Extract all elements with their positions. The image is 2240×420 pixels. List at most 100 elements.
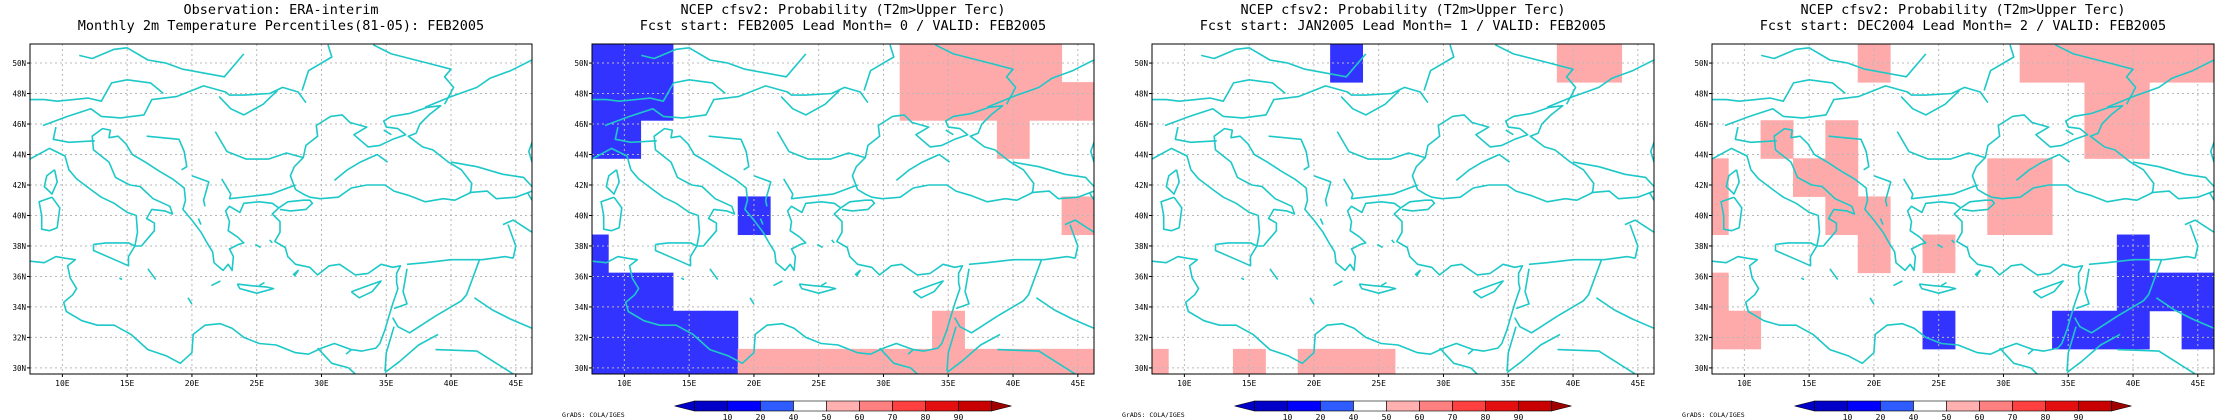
coastline <box>1165 169 1180 195</box>
map-panel-3: NCEP cfsv2: Probability (T2m>Upper Terc)… <box>1122 2 1655 420</box>
coastline <box>191 175 210 207</box>
colorbar-segment <box>1814 400 1848 412</box>
colorbar-label: 80 <box>2041 413 2051 420</box>
colorbar-segment <box>1353 400 1387 412</box>
lat-tick-label: 32N <box>1694 333 1708 342</box>
coastline <box>945 129 954 136</box>
coastline <box>214 131 304 160</box>
coastline <box>1724 85 1989 127</box>
coastline <box>119 277 123 281</box>
probability-cell <box>592 310 609 350</box>
lat-tick-label: 32N <box>1134 333 1148 342</box>
panel-subtitle: Fcst start: FEB2005 Lead Month= 0 / VALI… <box>640 18 1046 34</box>
probability-cell <box>1152 348 1169 374</box>
colorbar-segment <box>1847 400 1881 412</box>
lat-tick-label: 48N <box>12 90 26 99</box>
colorbar-end-right <box>1551 400 1572 412</box>
coastline <box>2066 333 2121 374</box>
coastline <box>30 79 164 102</box>
coastline <box>1214 242 1258 267</box>
lat-tick-label: 50N <box>1134 59 1148 68</box>
colorbar-label: 70 <box>888 413 898 420</box>
coastline <box>2054 44 2137 105</box>
coastline <box>934 44 1017 105</box>
lat-tick-label: 34N <box>12 303 26 312</box>
coastline <box>1983 44 2015 91</box>
coastline <box>954 315 998 334</box>
colorbar-label: 50 <box>1942 413 1952 420</box>
colorbar-label: 10 <box>1843 413 1853 420</box>
coastline <box>749 297 755 305</box>
coastline <box>384 326 395 372</box>
coastline <box>1160 196 1183 232</box>
colorbar-label: 90 <box>2074 413 2084 420</box>
lat-tick-label: 34N <box>1134 303 1148 312</box>
coastline <box>1358 283 1397 295</box>
colorbar-segment <box>1452 400 1486 412</box>
coastline <box>955 268 970 310</box>
lon-tick-label: 25E <box>811 379 826 388</box>
coastline <box>681 277 685 281</box>
colorbar-segment <box>1287 400 1321 412</box>
coastline <box>2132 161 2214 188</box>
coastline <box>1309 297 1315 305</box>
lon-tick-label: 35E <box>941 379 956 388</box>
lat-tick-label: 36N <box>574 272 588 281</box>
coastline <box>1528 255 1636 266</box>
colorbar-label: 80 <box>1481 413 1491 420</box>
coastline <box>2066 326 2077 372</box>
coastline <box>1720 196 1743 232</box>
probability-cell <box>1712 196 1729 236</box>
coastline <box>1411 104 1595 203</box>
colorbar-label: 40 <box>1909 413 1919 420</box>
coastline <box>350 280 382 299</box>
coastline <box>424 59 532 109</box>
coastline <box>1940 281 1947 287</box>
panel-subtitle: Fcst start: DEC2004 Lead Month= 2 / VALI… <box>1760 18 2166 34</box>
probability-cell <box>705 310 739 350</box>
coastline <box>1174 126 1217 144</box>
coastline <box>1494 44 1577 105</box>
coastline <box>392 315 436 334</box>
coastline <box>221 178 296 200</box>
coastline <box>946 326 957 372</box>
colorbar-label: 40 <box>789 413 799 420</box>
lon-tick-label: 20E <box>747 379 762 388</box>
colorbar-label: 20 <box>756 413 766 420</box>
lon-tick-label: 40E <box>2126 379 2141 388</box>
coastline <box>2106 59 2214 109</box>
coastline <box>187 297 193 305</box>
coastline <box>1313 175 1332 207</box>
lon-tick-label: 25E <box>1931 379 1946 388</box>
coastline <box>384 333 439 374</box>
probability-cell <box>592 348 609 374</box>
coastline <box>30 127 402 365</box>
coastline <box>1505 129 1514 136</box>
lon-tick-label: 10E <box>617 379 632 388</box>
coastline <box>435 348 514 374</box>
colorbar-label: 70 <box>1448 413 1458 420</box>
coastline <box>854 269 862 277</box>
coastline <box>1936 243 1944 249</box>
coastline <box>1391 239 1395 244</box>
panel-title: Observation: ERA-interim <box>183 2 378 18</box>
lat-tick-label: 46N <box>574 120 588 129</box>
lon-tick-label: 35E <box>1501 379 1516 388</box>
probability-cell <box>640 310 674 350</box>
coastline <box>2155 297 2214 330</box>
coastline <box>1340 89 1400 116</box>
probability-cell <box>1330 348 1364 374</box>
colorbar-segment <box>1485 400 1519 412</box>
probability-cell <box>1712 310 1729 350</box>
lat-tick-label: 30N <box>12 364 26 373</box>
colorbar-segment <box>1946 400 1980 412</box>
colorbar-label: 60 <box>1975 413 1985 420</box>
lat-tick-label: 38N <box>1134 242 1148 251</box>
lon-tick-label: 40E <box>1006 379 1021 388</box>
colorbar-segment <box>727 400 761 412</box>
coastline <box>146 135 188 171</box>
coastline <box>1333 280 1343 287</box>
lat-tick-label: 42N <box>1694 181 1708 190</box>
colorbar-label: 10 <box>1283 413 1293 420</box>
coastline <box>1629 224 1639 259</box>
